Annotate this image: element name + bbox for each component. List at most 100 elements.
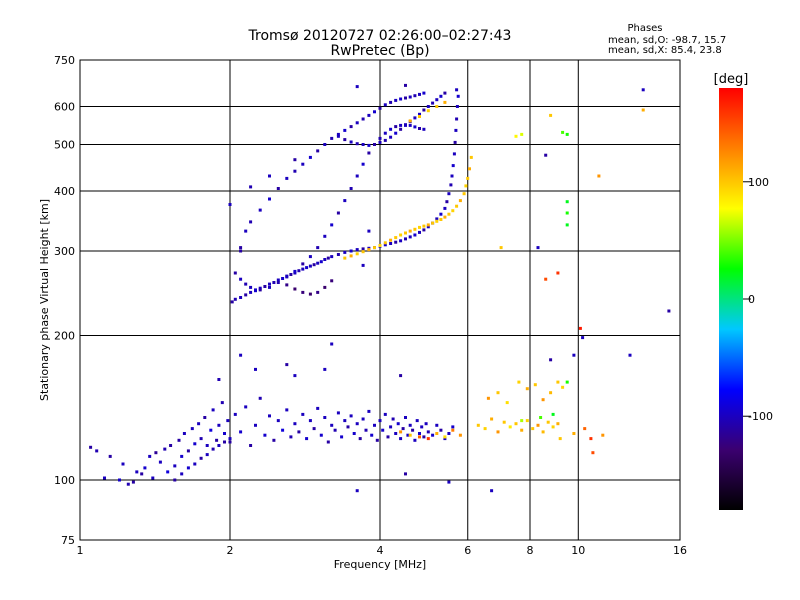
data-point bbox=[316, 246, 320, 250]
data-point bbox=[394, 125, 398, 129]
data-point bbox=[293, 374, 297, 378]
data-point bbox=[361, 417, 365, 421]
data-point bbox=[445, 200, 449, 204]
data-point bbox=[268, 197, 271, 201]
data-point bbox=[455, 88, 459, 92]
y-tick-label: 500 bbox=[54, 139, 75, 152]
data-point bbox=[239, 353, 243, 357]
data-point bbox=[163, 447, 167, 451]
data-point bbox=[413, 233, 417, 237]
data-point bbox=[343, 128, 347, 132]
y-tick-label: 200 bbox=[54, 330, 75, 343]
data-point bbox=[205, 444, 209, 447]
data-point bbox=[514, 422, 518, 426]
data-point bbox=[418, 127, 421, 130]
data-point bbox=[422, 435, 426, 439]
data-point bbox=[312, 263, 316, 267]
data-point bbox=[404, 123, 407, 127]
data-point bbox=[258, 286, 262, 290]
data-point bbox=[490, 417, 494, 421]
data-point bbox=[308, 264, 312, 268]
data-point bbox=[361, 143, 365, 146]
data-points bbox=[89, 83, 671, 493]
data-point bbox=[297, 269, 301, 273]
data-point bbox=[285, 176, 289, 180]
data-point bbox=[355, 489, 359, 493]
data-point bbox=[239, 430, 243, 434]
data-point bbox=[383, 131, 387, 135]
data-point bbox=[408, 123, 412, 127]
data-point bbox=[293, 271, 297, 275]
data-point bbox=[413, 125, 417, 129]
data-point bbox=[131, 480, 135, 484]
data-point bbox=[455, 204, 459, 208]
data-point bbox=[343, 199, 347, 203]
data-point bbox=[223, 432, 226, 435]
data-point bbox=[233, 271, 237, 275]
data-point bbox=[323, 367, 327, 371]
data-point bbox=[413, 438, 417, 442]
data-point bbox=[565, 200, 569, 204]
data-point bbox=[301, 290, 305, 294]
data-point bbox=[418, 225, 421, 229]
data-point bbox=[451, 209, 455, 213]
data-point bbox=[468, 167, 471, 171]
data-point bbox=[439, 212, 443, 216]
data-point bbox=[244, 405, 248, 409]
data-point bbox=[572, 353, 576, 357]
data-point bbox=[565, 380, 569, 384]
data-point bbox=[330, 342, 334, 346]
data-point bbox=[330, 223, 334, 227]
data-point bbox=[561, 385, 565, 389]
data-point bbox=[336, 211, 340, 215]
data-point bbox=[426, 430, 430, 434]
data-point bbox=[182, 432, 186, 435]
data-point bbox=[180, 454, 184, 458]
data-point bbox=[223, 440, 226, 444]
data-point bbox=[394, 432, 398, 435]
data-point bbox=[355, 121, 359, 125]
data-point bbox=[361, 247, 365, 251]
data-point bbox=[323, 258, 327, 261]
data-point bbox=[378, 106, 382, 110]
data-point bbox=[268, 285, 271, 289]
data-point bbox=[439, 428, 443, 432]
data-point bbox=[556, 271, 560, 275]
y-axis-label: Stationary phase Virtual Height [km] bbox=[38, 199, 51, 401]
data-point bbox=[217, 423, 221, 427]
data-point bbox=[451, 164, 455, 168]
data-point bbox=[364, 428, 368, 432]
data-point bbox=[293, 158, 297, 162]
data-point bbox=[285, 363, 289, 367]
data-point bbox=[418, 92, 421, 96]
data-point bbox=[319, 260, 323, 264]
data-point bbox=[319, 433, 323, 437]
data-point bbox=[386, 435, 390, 439]
data-point bbox=[289, 435, 293, 439]
data-point bbox=[435, 105, 439, 108]
data-point bbox=[667, 309, 671, 313]
data-point bbox=[531, 427, 535, 431]
data-point bbox=[289, 273, 293, 276]
data-point bbox=[443, 437, 447, 441]
data-point bbox=[355, 85, 359, 89]
data-point bbox=[293, 169, 297, 173]
data-point bbox=[408, 433, 412, 437]
data-point bbox=[249, 220, 253, 224]
data-point bbox=[544, 277, 548, 281]
data-point bbox=[336, 132, 340, 136]
data-point bbox=[451, 425, 455, 429]
data-point bbox=[316, 290, 320, 294]
y-tick-label: 600 bbox=[54, 101, 75, 114]
data-point bbox=[199, 456, 203, 460]
data-point bbox=[451, 428, 455, 432]
data-point bbox=[239, 246, 243, 250]
data-point bbox=[349, 414, 353, 418]
x-tick-label: 10 bbox=[571, 544, 585, 557]
data-point bbox=[367, 409, 371, 413]
data-point bbox=[126, 482, 130, 486]
data-point bbox=[226, 419, 230, 423]
colorbar-tick-label: -100 bbox=[748, 410, 773, 423]
data-point bbox=[239, 249, 243, 253]
data-point bbox=[281, 428, 285, 432]
